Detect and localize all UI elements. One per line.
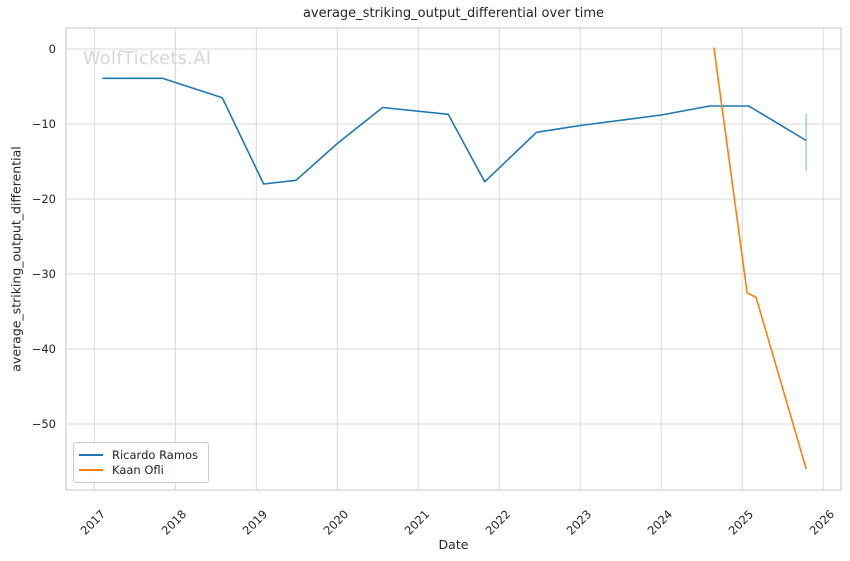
- y-tick-label: −50: [31, 417, 56, 431]
- legend-line-icon: [79, 454, 103, 457]
- y-tick-label: −10: [31, 117, 56, 131]
- y-tick-label: −40: [31, 342, 56, 356]
- y-axis-label: average_striking_output_differential: [8, 146, 24, 372]
- y-tick-label: −30: [31, 267, 56, 281]
- legend-item: Kaan Ofli: [79, 463, 200, 477]
- legend-line-icon: [79, 468, 103, 471]
- y-tick-label: −20: [31, 192, 56, 206]
- y-tick-label: 0: [48, 42, 56, 56]
- legend-label: Kaan Ofli: [112, 462, 164, 477]
- legend-item: Ricardo Ramos: [79, 448, 200, 462]
- chart-title: average_striking_output_differential ove…: [302, 6, 605, 21]
- legend: Ricardo Ramos Kaan Ofli: [73, 442, 209, 483]
- watermark: WolfTickets.AI: [83, 49, 212, 69]
- x-axis-label: Date: [438, 537, 469, 552]
- legend-label: Ricardo Ramos: [112, 448, 199, 463]
